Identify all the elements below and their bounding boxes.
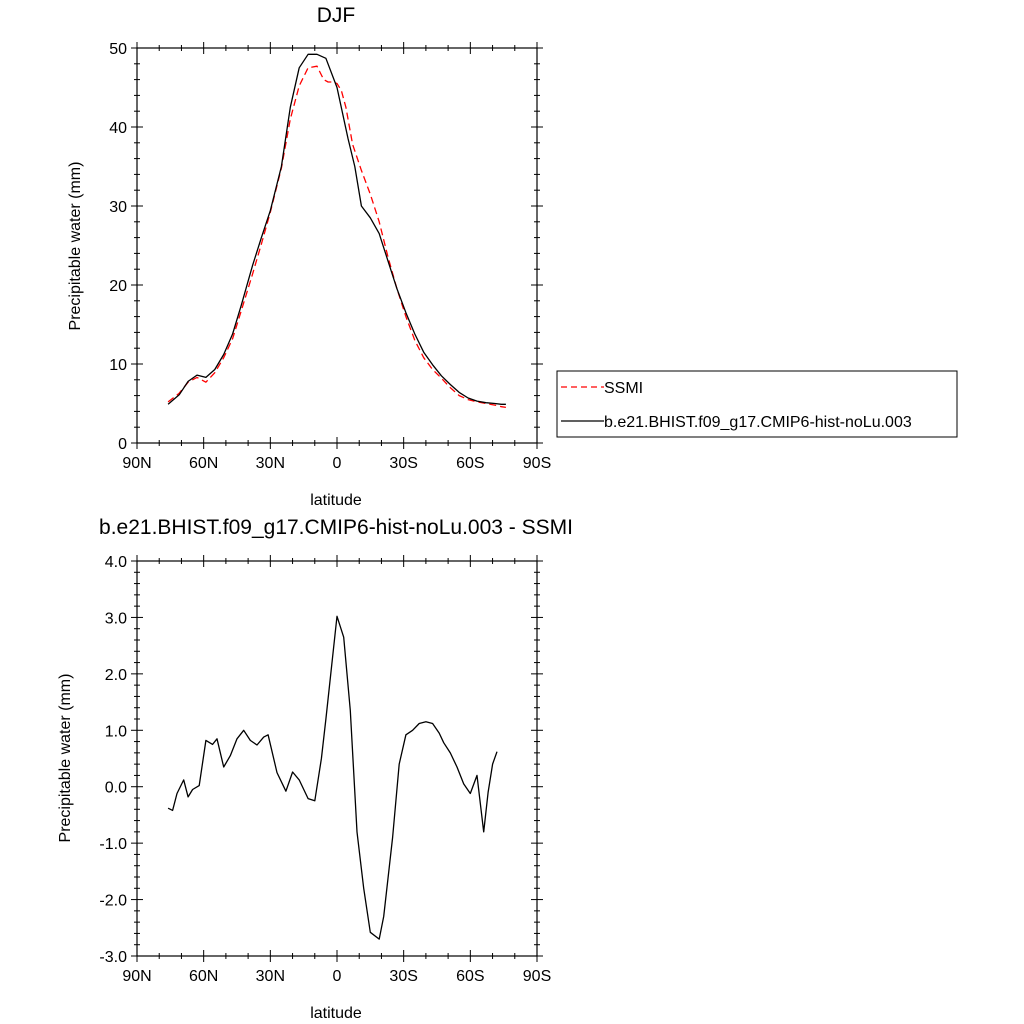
x-tick-label: 90N [122,968,151,985]
y-tick-label: -2.0 [99,893,127,910]
top-y-tick-labels: 0 10 20 30 40 50 [109,41,127,453]
x-tick-label: 60S [456,455,484,472]
top-chart-title: DJF [317,4,356,27]
x-tick-label: 0 [333,968,342,985]
y-tick-label: 10 [109,357,127,374]
series-line-ssmi [167,65,506,409]
bottom-x-tick-labels: 90N 60N 30N 0 30S 60S 90S [122,968,551,985]
x-tick-label: 60N [189,455,218,472]
top-ticks [131,42,543,449]
x-tick-label: 90S [523,968,551,985]
x-tick-label: 90N [122,455,151,472]
y-tick-label: 1.0 [105,723,127,740]
bottom-y-tick-labels: -3.0 -2.0 -1.0 0.0 1.0 2.0 3.0 4.0 [99,554,127,966]
x-tick-label: 60S [456,968,484,985]
x-tick-label: 30S [389,455,417,472]
bottom-difference-chart: b.e21.BHIST.f09_g17.CMIP6-hist-noLu.003 … [57,516,573,1022]
x-tick-label: 30N [256,968,285,985]
y-tick-label: 4.0 [105,554,127,571]
series-line-difference [167,615,498,940]
bottom-series-lines [167,615,498,940]
top-line-chart: DJF 90N 60N 30N 0 30S 60S 90S 0 10 20 30 40 50 lati… [67,4,958,509]
top-x-tick-labels: 90N 60N 30N 0 30S 60S 90S [122,455,551,472]
top-x-axis-label: latitude [310,492,362,509]
legend-label-model: b.e21.BHIST.f09_g17.CMIP6-hist-noLu.003 [604,414,912,431]
y-tick-label: 20 [109,278,127,295]
y-tick-label: 0 [118,436,127,453]
x-tick-label: 90S [523,455,551,472]
legend-box [556,370,958,438]
top-series-lines [167,53,506,409]
y-tick-label: 40 [109,120,127,137]
y-tick-label: 3.0 [105,610,127,627]
bottom-y-axis-label: Precipitable water (mm) [57,674,74,843]
top-y-axis-label: Precipitable water (mm) [67,162,84,331]
legend-label-ssmi: SSMI [604,380,643,397]
y-tick-label: -3.0 [99,949,127,966]
y-tick-label: 2.0 [105,667,127,684]
bottom-x-axis-label: latitude [310,1005,362,1022]
y-tick-label: -1.0 [99,836,127,853]
series-line-b-e21-bhist-f09-g17-cmip6-hist-nolu-003 [167,53,506,405]
y-tick-label: 0.0 [105,780,127,797]
bottom-plot-frame [136,560,538,957]
y-tick-label: 50 [109,41,127,58]
x-tick-label: 30S [389,968,417,985]
x-tick-label: 30N [256,455,285,472]
x-tick-label: 0 [333,455,342,472]
top-plot-frame [136,47,538,444]
legend: SSMI b.e21.BHIST.f09_g17.CMIP6-hist-noLu… [556,370,958,438]
y-tick-label: 30 [109,199,127,216]
x-tick-label: 60N [189,968,218,985]
bottom-chart-title: b.e21.BHIST.f09_g17.CMIP6-hist-noLu.003 … [99,516,573,539]
